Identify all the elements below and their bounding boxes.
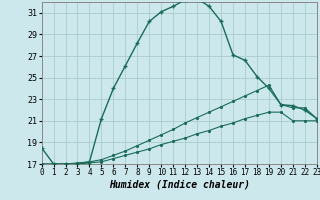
X-axis label: Humidex (Indice chaleur): Humidex (Indice chaleur) (109, 180, 250, 190)
